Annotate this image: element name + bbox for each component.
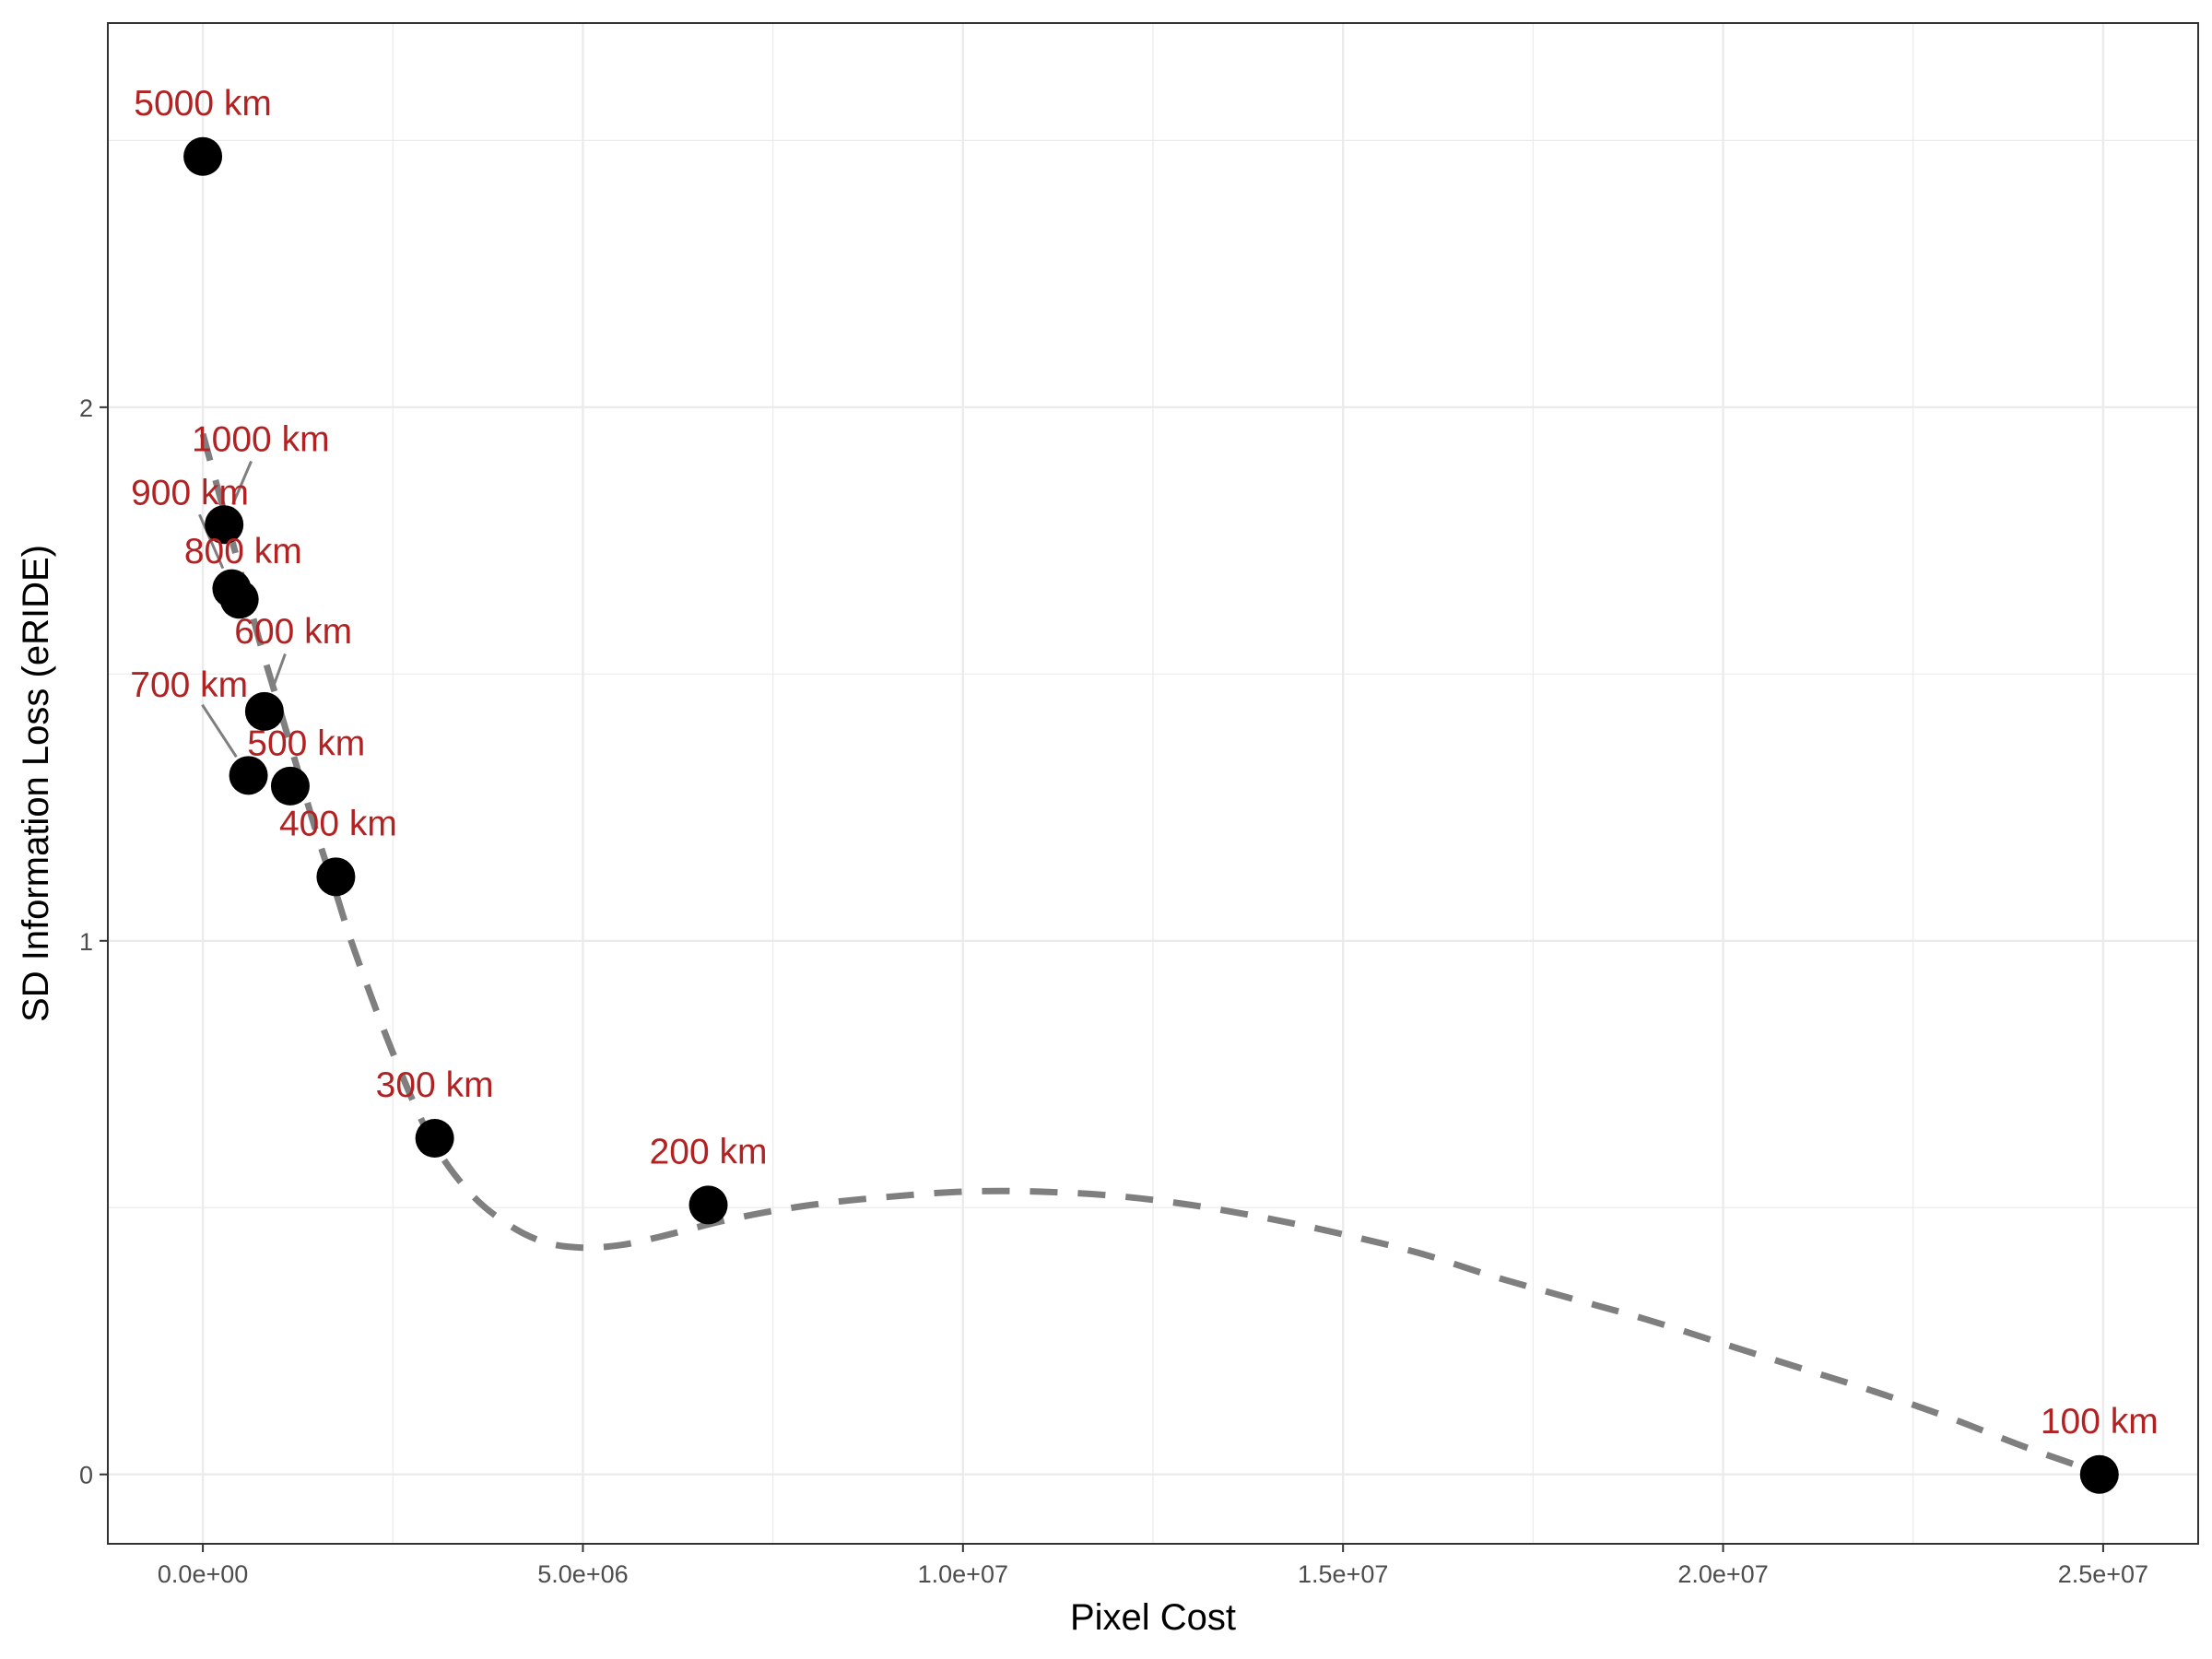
data-point [229,756,268,795]
label-leader-lines [198,460,287,759]
point-label: 800 km [184,532,302,571]
data-point [244,691,284,731]
x-tick-label: 0.0e+00 [158,1560,248,1588]
data-point [316,857,356,897]
y-tick-label: 0 [79,1462,93,1489]
data-point [2079,1454,2119,1494]
minor-gridlines [108,23,2198,1544]
major-gridlines [108,23,2198,1544]
data-point [183,136,223,176]
data-point [688,1185,728,1225]
y-axis-ticks: 0 1 2 [79,394,108,1489]
x-tick-label: 1.5e+07 [1298,1560,1388,1588]
point-label: 100 km [2041,1402,2159,1441]
y-tick-label: 2 [79,394,93,422]
x-tick-label: 1.0e+07 [918,1560,1008,1588]
x-axis-ticks: 0.0e+00 5.0e+06 1.0e+07 1.5e+07 2.0e+07 2.5e+… [158,1544,2148,1588]
data-point [219,580,259,619]
point-label: 700 km [130,665,248,705]
label-leader-line [198,513,225,570]
y-axis-title: SD Information Loss (eRIDE) [16,545,56,1022]
x-axis-title: Pixel Cost [1070,1597,1236,1638]
label-leader-line [231,460,253,505]
point-label: 1000 km [192,420,330,460]
data-points [183,136,2119,1494]
y-tick-label: 1 [79,928,93,956]
point-labels: 5000 km 1000 km 900 km 800 km 600 km 700 km 50… [130,84,2158,1441]
panel-border [107,22,2199,1545]
x-tick-label: 2.5e+07 [2058,1560,2148,1588]
x-tick-label: 2.0e+07 [1677,1560,1768,1588]
data-point [415,1119,454,1158]
point-label: 900 km [131,473,249,512]
label-leader-line [270,653,287,691]
point-label: 5000 km [134,84,272,124]
x-tick-label: 5.0e+06 [537,1560,628,1588]
label-leader-line [201,703,238,759]
point-label: 600 km [234,612,352,652]
point-label: 300 km [376,1065,494,1105]
point-label: 400 km [279,804,397,843]
data-point [270,766,310,806]
point-label: 500 km [247,724,365,764]
data-point [205,505,244,545]
point-label: 200 km [650,1132,768,1171]
